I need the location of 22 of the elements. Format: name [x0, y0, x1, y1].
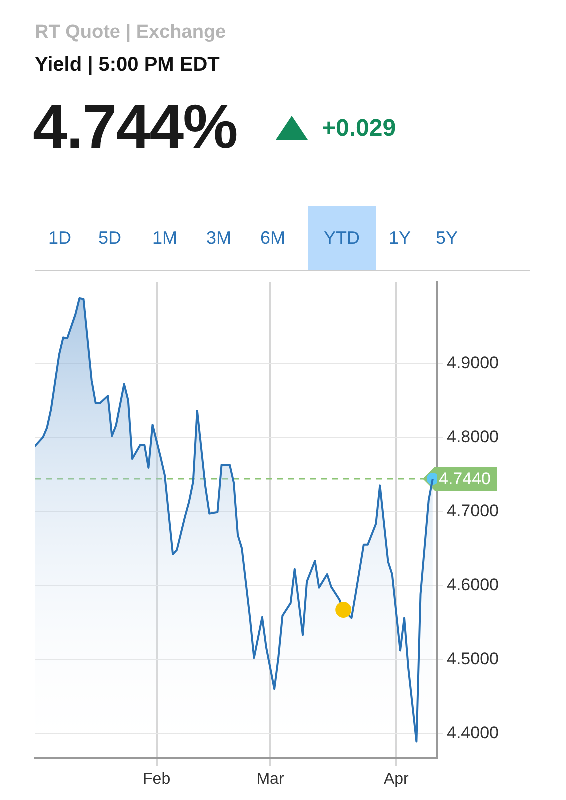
x-tick-label: Mar	[256, 771, 285, 788]
text: YTD	[308, 206, 376, 270]
chart-title: Yield | 5:00 PM EDT	[35, 54, 220, 77]
text: 1Y	[388, 227, 412, 250]
y-tick-label: 4.5000	[447, 649, 499, 668]
y-tick-label: 4.6000	[447, 575, 499, 594]
text: 4.744%	[33, 92, 238, 163]
ref-line-label: 4.7440	[439, 470, 491, 489]
text: 1D	[47, 227, 72, 250]
text: 5Y	[434, 227, 460, 250]
text: 6M	[259, 227, 286, 250]
x-tick-label: Feb	[143, 771, 171, 788]
y-tick-label: 4.9000	[447, 353, 499, 372]
y-tick-label: 4.8000	[447, 427, 499, 446]
text: 3M	[205, 227, 232, 250]
text: +0.029	[322, 115, 396, 143]
text: RT Quote | Exchange	[35, 22, 226, 44]
text: 1M	[151, 227, 178, 250]
y-tick-label: 4.7000	[447, 501, 499, 520]
x-tick-label: Apr	[384, 771, 410, 788]
text: 5D	[97, 227, 122, 250]
y-tick-label: 4.4000	[447, 723, 499, 742]
